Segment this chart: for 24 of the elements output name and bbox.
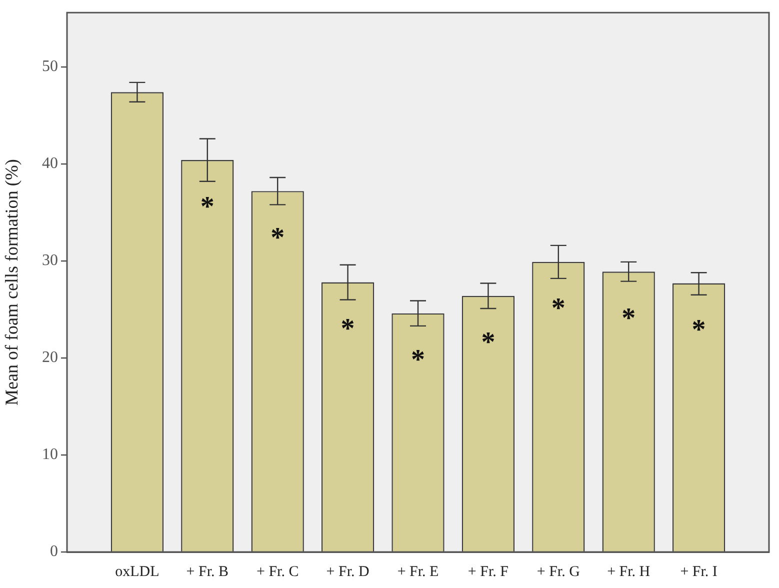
y-tick-label: 10 xyxy=(42,446,58,464)
x-tick-label: + Fr. B xyxy=(186,564,229,580)
annotation: * xyxy=(551,293,566,324)
y-tick-label: 50 xyxy=(42,58,58,76)
x-tick-label: + Fr. H xyxy=(607,564,650,580)
annotation: * xyxy=(692,314,706,346)
annotation: * xyxy=(270,222,285,254)
x-tick-label: + Fr. I xyxy=(680,564,718,580)
annotation: * xyxy=(340,314,355,345)
y-tick-label: 20 xyxy=(42,349,58,366)
x-tick-label: + Fr. F xyxy=(468,564,508,580)
x-tick-label: oxLDL xyxy=(115,564,160,580)
annotation: * xyxy=(481,327,496,358)
annotation: * xyxy=(622,302,636,334)
x-tick-label: + Fr. G xyxy=(536,564,580,580)
x-tick-label: + Fr. E xyxy=(397,564,439,580)
y-tick-label: 40 xyxy=(42,155,58,172)
y-axis-title: Mean of foam cells formation (%) xyxy=(2,159,22,406)
annotation: * xyxy=(200,191,214,222)
y-tick-label: 30 xyxy=(42,252,58,270)
x-tick-label: + Fr. C xyxy=(256,564,299,580)
x-tick-label: + Fr. D xyxy=(326,564,370,580)
y-tick-label: 0 xyxy=(50,543,58,560)
annotation: * xyxy=(411,344,425,376)
